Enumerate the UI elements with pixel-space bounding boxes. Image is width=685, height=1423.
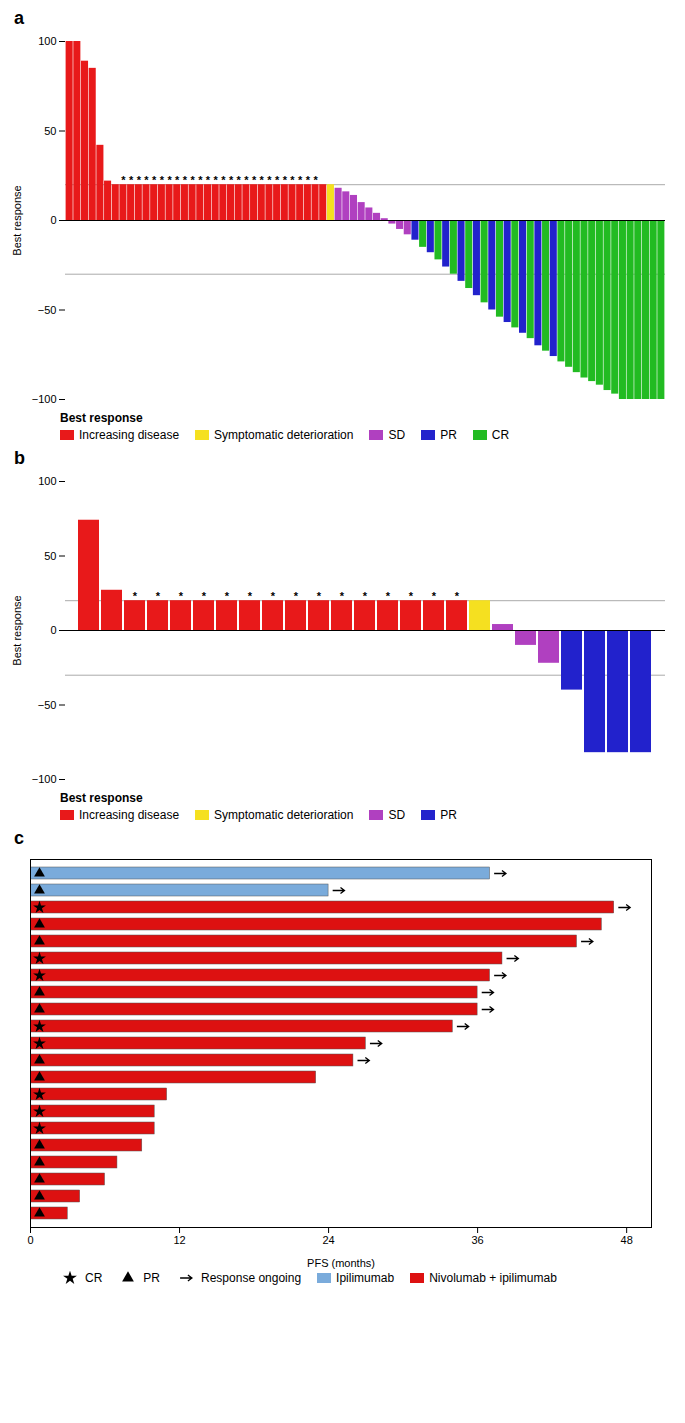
svg-text:*: * (290, 174, 295, 186)
svg-text:*: * (248, 590, 253, 602)
svg-text:12: 12 (173, 1234, 185, 1246)
html-text:Increasing disease: Increasing disease (79, 428, 180, 442)
svg-text:*: * (294, 590, 299, 602)
svg-text:*: * (275, 174, 280, 186)
html-text:Best response: Best response (60, 411, 143, 425)
svg-text:*: * (298, 174, 303, 186)
svg-text:0: 0 (50, 624, 56, 636)
svg-text:48: 48 (621, 1234, 633, 1246)
svg-text:*: * (133, 590, 138, 602)
svg-text:*: * (340, 590, 345, 602)
svg-text:*: * (190, 174, 195, 186)
svg-text:*: * (306, 174, 311, 186)
html-text:Nivolumab + ipilimumab: Nivolumab + ipilimumab (429, 1271, 557, 1285)
svg-text:100: 100 (38, 475, 56, 487)
svg-text:*: * (317, 590, 322, 602)
html-text:Response ongoing: Response ongoing (201, 1271, 302, 1285)
svg-text:*: * (260, 174, 265, 186)
svg-text:*: * (198, 174, 203, 186)
svg-text:50: 50 (44, 125, 56, 137)
svg-text:*: * (179, 590, 184, 602)
svg-text:*: * (144, 174, 149, 186)
svg-text:*: * (167, 174, 172, 186)
svg-text:0: 0 (27, 1234, 33, 1246)
svg-text:*: * (313, 174, 318, 186)
svg-text:*: * (221, 174, 226, 186)
svg-text:Best response: Best response (11, 595, 23, 665)
svg-text:*: * (271, 590, 276, 602)
html-text:c: c (14, 828, 24, 848)
svg-text:24: 24 (322, 1234, 334, 1246)
svg-text:*: * (202, 590, 207, 602)
html-text:PR: PR (143, 1271, 160, 1285)
svg-text:*: * (206, 174, 211, 186)
svg-text:*: * (283, 174, 288, 186)
svg-text:−50: −50 (38, 304, 57, 316)
svg-text:*: * (386, 590, 391, 602)
svg-text:*: * (160, 174, 165, 186)
svg-text:100: 100 (38, 35, 56, 47)
svg-text:Best response: Best response (11, 185, 23, 255)
svg-text:*: * (432, 590, 437, 602)
html-text:CR: CR (491, 428, 510, 442)
html-text:Symptomatic deterioration: Symptomatic deterioration (214, 428, 354, 442)
svg-text:*: * (409, 590, 414, 602)
svg-text:36: 36 (471, 1234, 483, 1246)
svg-text:*: * (267, 174, 272, 186)
html-text:a: a (14, 8, 24, 28)
svg-text:0: 0 (50, 214, 56, 226)
svg-text:*: * (175, 174, 180, 186)
svg-text:*: * (225, 590, 230, 602)
svg-text:*: * (121, 174, 126, 186)
html-text:SD: SD (388, 428, 406, 442)
svg-text:*: * (363, 590, 368, 602)
svg-text:*: * (152, 174, 157, 186)
svg-text:50: 50 (44, 550, 56, 562)
html-text:Best response: Best response (60, 791, 143, 805)
svg-text:−50: −50 (38, 699, 57, 711)
svg-text:−100: −100 (32, 393, 57, 405)
html-text:b: b (14, 448, 25, 468)
html-text:PR: PR (440, 428, 457, 442)
svg-text:−100: −100 (32, 773, 57, 785)
html-text:Symptomatic deterioration: Symptomatic deterioration (214, 808, 354, 822)
svg-text:*: * (214, 174, 219, 186)
html-text:Increasing disease: Increasing disease (79, 808, 180, 822)
svg-text:*: * (455, 590, 460, 602)
svg-text:PFS (months): PFS (months) (307, 1257, 375, 1269)
html-text:CR: CR (85, 1271, 103, 1285)
svg-text:*: * (156, 590, 161, 602)
html-text:SD: SD (388, 808, 406, 822)
svg-text:*: * (244, 174, 249, 186)
svg-text:*: * (183, 174, 188, 186)
svg-text:*: * (137, 174, 142, 186)
svg-text:*: * (252, 174, 257, 186)
svg-text:*: * (237, 174, 242, 186)
html-text:Ipilimumab: Ipilimumab (336, 1271, 395, 1285)
svg-text:*: * (129, 174, 134, 186)
html-text:PR: PR (440, 808, 457, 822)
svg-text:*: * (229, 174, 234, 186)
